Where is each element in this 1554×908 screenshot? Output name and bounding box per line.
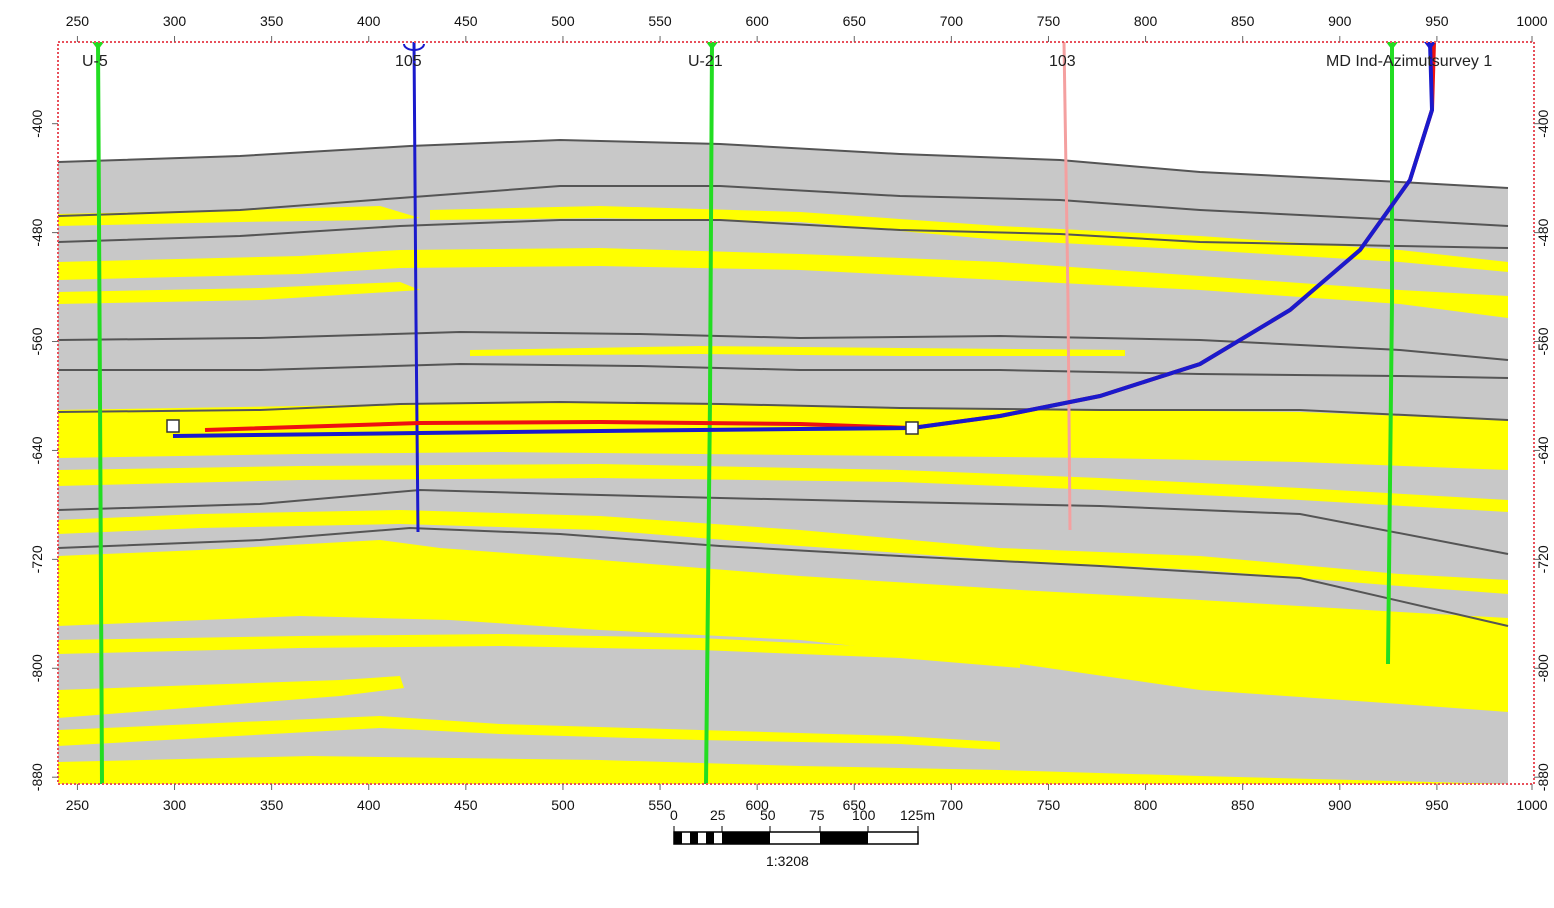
x-top-tick-label: 850 xyxy=(1231,13,1255,29)
x-top-tick-label: 950 xyxy=(1425,13,1449,29)
x-bottom-tick-label: 750 xyxy=(1037,797,1061,813)
plot-frame xyxy=(57,41,1535,785)
y-left-tick-label: -880 xyxy=(29,763,45,791)
scale-label-100: 100 xyxy=(852,807,876,823)
x-bottom-tick-label: 950 xyxy=(1425,797,1449,813)
plot-area: U-5 105 U-21 103 MD Ind-Azimutsurvey 1 xyxy=(58,42,1534,784)
x-axis-bottom-labels: 250 300 350 400 450 500 550 600 650 700 750 800 850 9… xyxy=(66,797,1548,813)
y-left-tick-label: -400 xyxy=(29,109,45,137)
x-top-tick-label: 800 xyxy=(1134,13,1158,29)
x-top-tick-label: 250 xyxy=(66,13,90,29)
x-bottom-tick-label: 350 xyxy=(260,797,284,813)
well-u5-head-icon xyxy=(92,42,104,50)
x-top-tick-label: 400 xyxy=(357,13,381,29)
y-left-tick-label: -720 xyxy=(29,545,45,573)
well-label-103: 103 xyxy=(1049,53,1076,70)
y-left-tick-label: -800 xyxy=(29,654,45,682)
y-right-tick-label: -480 xyxy=(1535,218,1551,246)
y-right-tick-label: -560 xyxy=(1535,327,1551,355)
x-top-tick-label: 750 xyxy=(1037,13,1061,29)
y-right-tick-label: -800 xyxy=(1535,654,1551,682)
y-right-tick-label: -400 xyxy=(1535,109,1551,137)
x-bottom-tick-label: 650 xyxy=(843,797,867,813)
x-axis-top-labels: 250 300 350 400 450 500 550 600 650 700 750 800 850 9… xyxy=(66,13,1548,29)
y-right-tick-label: -640 xyxy=(1535,436,1551,464)
well-label-105: 105 xyxy=(395,53,422,70)
scale-label-50: 50 xyxy=(760,807,776,823)
scale-label-125m: 125m xyxy=(900,807,935,823)
x-bottom-tick-label: 900 xyxy=(1328,797,1352,813)
x-top-tick-label: 500 xyxy=(551,13,575,29)
x-top-tick-label: 300 xyxy=(163,13,187,29)
well-105-head-icon xyxy=(403,43,425,51)
x-bottom-tick-label: 1000 xyxy=(1516,797,1547,813)
x-top-tick-label: 650 xyxy=(843,13,867,29)
trajectory-landing-marker[interactable] xyxy=(905,421,919,435)
scale-label-75: 75 xyxy=(809,807,825,823)
x-bottom-tick-label: 600 xyxy=(745,797,769,813)
scale-ratio: 1:3208 xyxy=(766,853,809,869)
x-bottom-tick-label: 500 xyxy=(551,797,575,813)
x-bottom-tick-label: 550 xyxy=(648,797,672,813)
trajectory-head-icon xyxy=(1424,42,1436,50)
axis-tick-marks xyxy=(52,36,1540,790)
scale-label-25: 25 xyxy=(710,807,726,823)
sand-bodies xyxy=(58,206,1508,784)
x-bottom-tick-label: 450 xyxy=(454,797,478,813)
x-bottom-tick-label: 700 xyxy=(940,797,964,813)
trajectory-start-marker[interactable] xyxy=(166,419,180,433)
scale-bar: 0 25 50 75 100 125m 1:3208 xyxy=(670,807,935,869)
well-label-u5: U-5 xyxy=(82,53,108,70)
well-label-overlap: MD Ind-Azimutsurvey 1 xyxy=(1326,53,1492,70)
well-u21-head-icon xyxy=(706,42,718,50)
x-top-tick-label: 600 xyxy=(745,13,769,29)
x-top-tick-label: 700 xyxy=(940,13,964,29)
well-103-path[interactable] xyxy=(1062,42,1072,531)
y-left-tick-label: -640 xyxy=(29,436,45,464)
x-bottom-tick-label: 400 xyxy=(357,797,381,813)
x-bottom-tick-label: 800 xyxy=(1134,797,1158,813)
well-105-path[interactable] xyxy=(412,42,420,533)
y-left-tick-label: -480 xyxy=(29,218,45,246)
x-top-tick-label: 350 xyxy=(260,13,284,29)
well-paths xyxy=(92,42,1436,784)
well-label-u21: U-21 xyxy=(688,53,723,70)
y-right-tick-label: -880 xyxy=(1535,763,1551,791)
scale-label-0: 0 xyxy=(670,807,678,823)
y-left-tick-label: -560 xyxy=(29,327,45,355)
y-right-tick-label: -720 xyxy=(1535,545,1551,573)
well-u22-path[interactable] xyxy=(1386,42,1394,665)
well-u22-head-icon xyxy=(1386,42,1398,50)
well-u21-path[interactable] xyxy=(704,42,714,784)
x-top-tick-label: 900 xyxy=(1328,13,1352,29)
y-axis-right-labels: -400 -480 -560 -640 -720 -800 -880 xyxy=(1535,109,1551,791)
x-bottom-tick-label: 300 xyxy=(163,797,187,813)
x-bottom-tick-label: 250 xyxy=(66,797,90,813)
x-top-tick-label: 1000 xyxy=(1516,13,1547,29)
x-bottom-tick-label: 850 xyxy=(1231,797,1255,813)
y-axis-left-labels: -400 -480 -560 -640 -720 -800 -880 xyxy=(29,109,45,791)
well-u5-path[interactable] xyxy=(96,42,104,784)
horizon-lines xyxy=(58,138,1509,627)
x-top-tick-label: 550 xyxy=(648,13,672,29)
x-top-tick-label: 450 xyxy=(454,13,478,29)
trajectory-horizontal-path[interactable] xyxy=(172,42,1435,438)
